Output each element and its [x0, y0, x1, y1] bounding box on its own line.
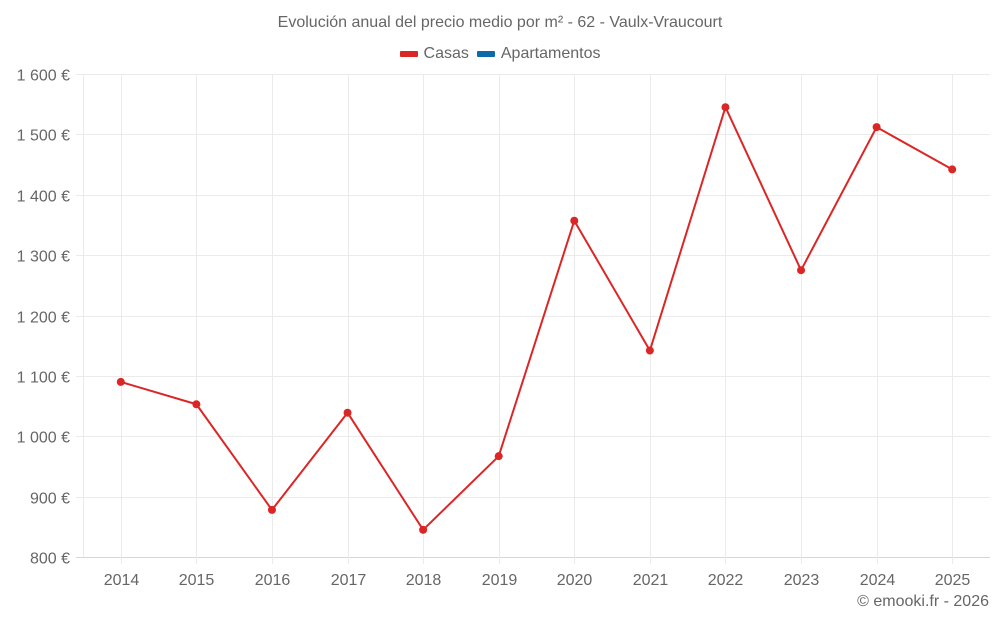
y-tick-label: 1 600 € [17, 68, 70, 85]
x-tick-label: 2018 [406, 572, 442, 589]
x-tick-label: 2024 [860, 572, 896, 589]
data-point-2019[interactable] [494, 452, 503, 461]
data-point-2022[interactable] [721, 103, 730, 112]
data-point-2020[interactable] [570, 216, 579, 225]
data-point-2017[interactable] [343, 408, 352, 417]
x-tick-label: 2025 [935, 572, 971, 589]
x-tick-label: 2020 [557, 572, 593, 589]
x-tick-label: 2017 [331, 572, 367, 589]
y-tick-label: 1 500 € [17, 128, 70, 145]
grid-lines [76, 74, 990, 564]
x-tick-label: 2014 [104, 572, 140, 589]
credit-text: © emooki.fr - 2026 [857, 593, 989, 610]
series-line [120, 106, 953, 531]
y-tick-label: 1 000 € [17, 430, 70, 447]
data-point-2014[interactable] [116, 377, 125, 386]
legend-item-apartamentos[interactable]: Apartamentos [476, 45, 601, 63]
x-tick-label: 2022 [708, 572, 744, 589]
legend-swatch-casas [399, 51, 418, 57]
data-point-2015[interactable] [192, 400, 201, 409]
data-point-2023[interactable] [797, 266, 806, 275]
x-tick-label: 2023 [784, 572, 820, 589]
y-tick-label: 1 300 € [17, 249, 70, 266]
data-point-2018[interactable] [419, 525, 428, 534]
legend: Casas Apartamentos [0, 45, 1000, 63]
y-tick-label: 1 400 € [17, 189, 70, 206]
x-tick-label: 2019 [482, 572, 518, 589]
legend-item-casas[interactable]: Casas [399, 45, 469, 63]
y-tick-label: 1 100 € [17, 370, 70, 387]
data-point-2024[interactable] [872, 123, 881, 132]
chart-title: Evolución anual del precio medio por m² … [277, 14, 723, 31]
x-axis: 2014 2015 2016 2017 2018 2019 2020 2021 2022 2023… [104, 572, 971, 589]
legend-label-casas: Casas [423, 45, 469, 62]
y-tick-label: 1 200 € [17, 310, 70, 327]
legend-swatch-apartamentos [476, 51, 495, 57]
series-casas [116, 103, 957, 534]
x-tick-label: 2016 [255, 572, 291, 589]
data-point-2016[interactable] [267, 505, 276, 514]
x-tick-label: 2021 [633, 572, 669, 589]
y-axis: 800 € 900 € 1 000 € 1 100 € 1 200 € 1 300 € 1 … [17, 68, 70, 568]
y-tick-label: 800 € [30, 551, 70, 568]
legend-label-apartamentos: Apartamentos [500, 45, 601, 62]
data-point-2021[interactable] [645, 346, 654, 355]
x-tick-label: 2015 [179, 572, 215, 589]
data-point-2025[interactable] [948, 165, 957, 174]
y-tick-label: 900 € [30, 491, 70, 508]
